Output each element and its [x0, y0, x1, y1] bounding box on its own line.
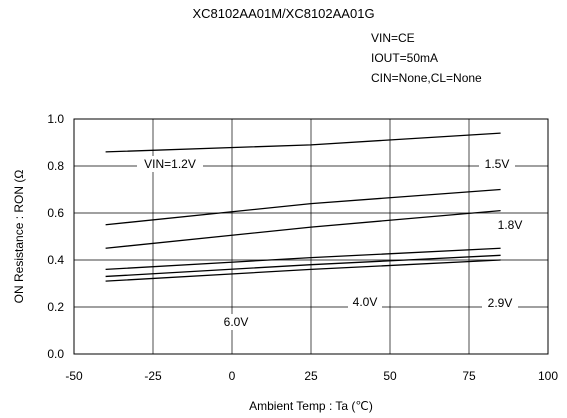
label-background: [137, 156, 203, 172]
series-label: 2.9V: [488, 296, 513, 310]
x-tick-label: -50: [65, 369, 83, 383]
x-tick-label: 25: [304, 369, 318, 383]
condition-vin: VIN=CE: [371, 31, 415, 45]
plot-frame: [73, 118, 549, 355]
label-background: [219, 314, 253, 330]
condition-iout: IOUT=50mA: [371, 51, 439, 65]
y-tick-label: 1.0: [47, 112, 64, 126]
chart-title: XC8102AA01M/XC8102AA01G: [192, 6, 375, 21]
x-tick-label: 100: [538, 369, 558, 383]
x-axis-label: Ambient Temp : Ta (℃): [249, 399, 373, 413]
series-label: VIN=1.2V: [144, 157, 196, 171]
y-tick-label: 0.0: [47, 347, 64, 361]
condition-cap: CIN=None,CL=None: [371, 71, 482, 85]
y-axis-label: ON Resistance : RON (Ω: [12, 170, 26, 304]
series-line: [105, 188, 501, 226]
x-tick-label: 50: [383, 369, 397, 383]
label-background: [348, 294, 382, 310]
series-line: [105, 210, 501, 249]
series-line: [105, 247, 501, 271]
label-background: [492, 217, 528, 233]
y-tick-label: 0.6: [47, 206, 64, 220]
label-background: [482, 295, 518, 311]
x-tick-label: 75: [462, 369, 476, 383]
series-line: [105, 259, 501, 282]
series-label: 1.5V: [485, 157, 510, 171]
series-line: [105, 132, 501, 153]
series-line: [105, 254, 501, 278]
x-tick-label: 0: [229, 369, 236, 383]
series-label: 4.0V: [353, 295, 378, 309]
y-tick-label: 0.2: [47, 300, 64, 314]
y-tick-label: 0.8: [47, 159, 64, 173]
series-label: 6.0V: [224, 315, 249, 329]
label-background: [479, 156, 515, 172]
x-tick-label: -25: [144, 369, 162, 383]
series-label: 1.8V: [498, 218, 523, 232]
y-tick-label: 0.4: [47, 253, 64, 267]
